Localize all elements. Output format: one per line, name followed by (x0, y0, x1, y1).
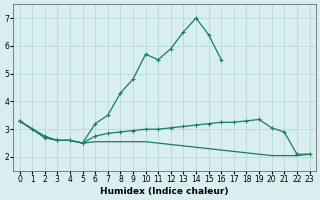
X-axis label: Humidex (Indice chaleur): Humidex (Indice chaleur) (100, 187, 229, 196)
